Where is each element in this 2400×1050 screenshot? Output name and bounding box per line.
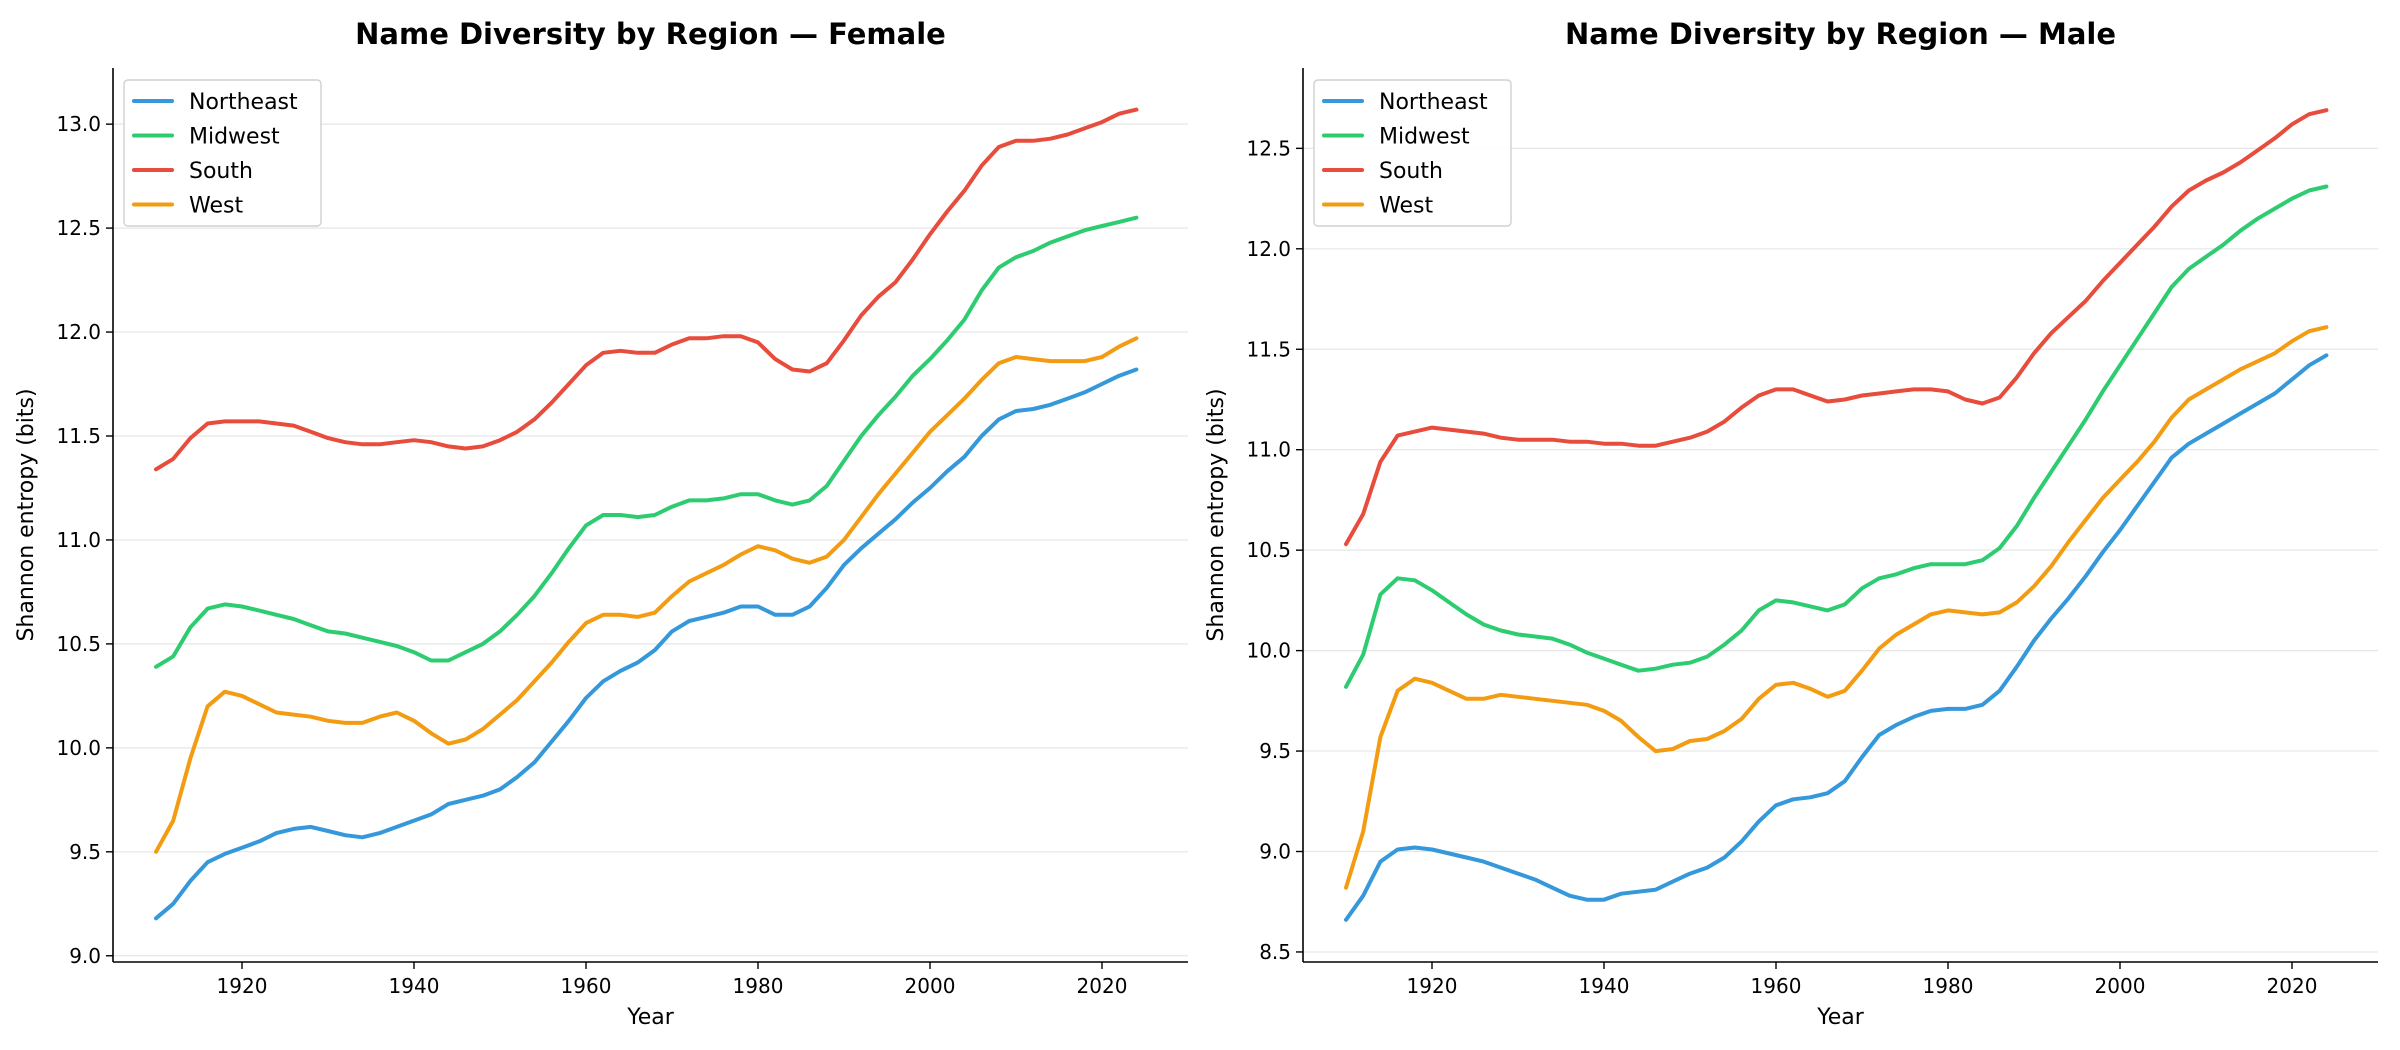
x-axis-label: Year xyxy=(626,1005,675,1030)
legend-label-west: West xyxy=(189,194,243,219)
series-line-northeast xyxy=(154,367,1139,921)
y-tick-label: 10.0 xyxy=(56,736,101,760)
y-tick-label: 9.0 xyxy=(69,944,101,968)
legend-box xyxy=(1313,79,1512,227)
series-line-south xyxy=(154,107,1139,472)
x-tick-label: 1960 xyxy=(561,974,612,998)
x-tick-label: 1920 xyxy=(217,974,268,998)
series-line-midwest xyxy=(1344,184,2329,689)
chart-title: Name Diversity by Region — Female xyxy=(355,17,946,51)
series-line-west xyxy=(1344,325,2329,890)
legend-label-northeast: Northeast xyxy=(1379,90,1488,115)
y-axis-label: Shannon entropy (bits) xyxy=(14,388,39,641)
y-tick-label: 12.0 xyxy=(56,320,101,344)
x-axis-label: Year xyxy=(1816,1005,1865,1030)
series-line-south xyxy=(1344,108,2329,547)
y-tick-label: 11.0 xyxy=(56,528,101,552)
y-tick-label: 13.0 xyxy=(56,112,101,136)
x-tick-label: 1980 xyxy=(733,974,784,998)
y-tick-label: 11.5 xyxy=(56,424,101,448)
series-line-northeast xyxy=(1344,353,2329,922)
y-tick-label: 11.5 xyxy=(1246,337,1291,361)
chart-panel-male: 8.5 9.0 9.5 10.0 10.5 11.0 11.5 12.0 12.5 1920 194… xyxy=(1204,17,2378,1030)
x-tick-label: 2020 xyxy=(1077,974,1128,998)
legend: Northeast Midwest South West xyxy=(1313,79,1512,227)
legend-label-south: South xyxy=(189,159,253,184)
y-tick-label: 10.5 xyxy=(1246,538,1291,562)
series-line-midwest xyxy=(154,215,1139,669)
x-tick-label: 1920 xyxy=(1407,974,1458,998)
y-axis-label: Shannon entropy (bits) xyxy=(1204,388,1229,641)
legend-box xyxy=(123,79,322,227)
legend: Northeast Midwest South West xyxy=(123,79,322,227)
x-tick-label: 1940 xyxy=(1579,974,1630,998)
x-tick-label: 1980 xyxy=(1923,974,1974,998)
y-tick-label: 12.5 xyxy=(1246,136,1291,160)
chart-title: Name Diversity by Region — Male xyxy=(1565,17,2116,51)
legend-label-midwest: Midwest xyxy=(189,125,280,150)
legend-label-midwest: Midwest xyxy=(1379,125,1470,150)
legend-label-south: South xyxy=(1379,159,1443,184)
x-tick-label: 2000 xyxy=(2095,974,2146,998)
series-line-west xyxy=(154,336,1139,854)
legend-label-west: West xyxy=(1379,194,1433,219)
y-tick-label: 9.5 xyxy=(1259,739,1291,763)
x-tick-label: 2020 xyxy=(2267,974,2318,998)
x-tick-label: 1960 xyxy=(1751,974,1802,998)
y-tick-label: 10.0 xyxy=(1246,639,1291,663)
legend-label-northeast: Northeast xyxy=(189,90,298,115)
y-tick-label: 8.5 xyxy=(1259,940,1291,964)
y-tick-label: 9.0 xyxy=(1259,840,1291,864)
y-tick-label: 12.5 xyxy=(56,216,101,240)
y-tick-label: 9.5 xyxy=(69,840,101,864)
y-tick-label: 10.5 xyxy=(56,632,101,656)
y-tick-label: 11.0 xyxy=(1246,438,1291,462)
x-tick-label: 2000 xyxy=(905,974,956,998)
y-tick-label: 12.0 xyxy=(1246,237,1291,261)
chart-panel-female: 9.0 9.5 10.0 10.5 11.0 11.5 12.0 12.5 13.0 1920 19… xyxy=(14,17,1188,1030)
x-tick-label: 1940 xyxy=(389,974,440,998)
